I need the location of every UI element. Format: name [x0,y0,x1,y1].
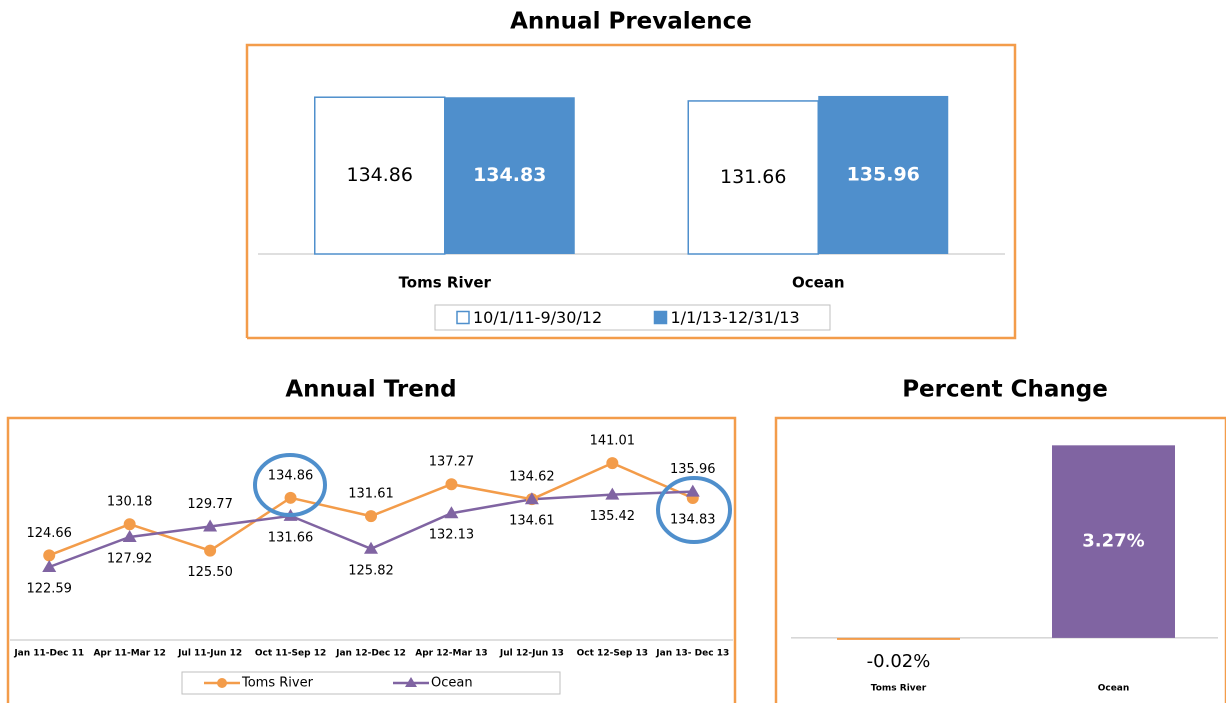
legend-label: 10/1/11-9/30/12 [473,308,602,327]
data-label: 134.61 [509,514,555,529]
marker [365,510,377,523]
x-tick-label: Jul 12-Jun 13 [499,649,564,659]
data-label: 134.86 [347,164,413,186]
marker [606,457,619,470]
bar [1052,445,1175,638]
marker [42,560,57,573]
data-label: 131.66 [268,530,314,545]
data-label: 131.61 [348,487,394,502]
data-label: 137.27 [429,455,475,470]
data-label: 131.66 [720,166,786,188]
legend-box [434,304,831,331]
highlight-ring [253,453,327,517]
data-label: 3.27% [1082,531,1144,552]
x-tick-label: Toms River [399,274,492,292]
marker [364,541,378,554]
bar [444,97,575,254]
x-tick-label: Toms River [871,684,927,694]
data-label: 134.83 [670,512,716,527]
x-tick-label: Apr 11-Mar 12 [93,649,165,659]
marker [444,506,459,519]
legend-marker [217,678,227,688]
data-label: -0.02% [867,651,931,672]
legend-box [181,671,561,695]
marker [122,529,137,542]
marker [685,484,700,497]
x-tick-label: Ocean [792,274,845,292]
marker [123,518,136,531]
marker [204,544,217,557]
data-label: 134.83 [473,164,546,186]
x-tick-label: Jan 11-Dec 11 [13,649,84,659]
marker [524,492,539,505]
data-label: 129.77 [187,497,233,512]
legend-marker [405,677,417,687]
data-label: 130.18 [107,495,153,510]
data-label: 132.13 [429,528,475,543]
data-label: 127.92 [107,551,153,566]
x-tick-label: Jul 11-Jun 12 [177,649,242,659]
x-tick-label: Jan 12-Dec 12 [335,649,406,659]
bar [314,96,446,255]
legend-label: Toms River [241,676,314,691]
highlight-ring [656,476,732,544]
legend-label: 1/1/13-12/31/13 [671,308,800,327]
marker [605,487,620,500]
data-label: 134.86 [268,468,314,483]
chart-frame [6,416,737,703]
x-tick-label: Ocean [1098,684,1130,694]
data-label: 122.59 [26,582,72,597]
data-label: 135.96 [670,462,716,477]
marker [43,549,56,562]
x-tick-label: Oct 11-Sep 12 [255,649,326,659]
x-tick-label: Jan 13- Dec 13 [655,649,729,659]
x-tick-label: Oct 12-Sep 13 [577,649,648,659]
data-label: 134.62 [509,470,555,485]
data-label: 135.96 [847,163,920,185]
chart-title: Percent Change [902,377,1108,403]
bar [687,100,819,255]
data-label: 135.42 [590,509,636,524]
legend-swatch [653,310,668,325]
x-tick-label: Apr 12-Mar 13 [415,649,487,659]
chart-title: Annual Trend [285,377,456,403]
bar [837,637,960,640]
data-label: 141.01 [590,434,636,449]
data-label: 125.82 [348,563,394,578]
bar [818,95,949,254]
chart-frame [245,43,1017,340]
marker [203,519,218,532]
legend-swatch [456,310,470,325]
chart-frame [774,416,1226,703]
legend-label: Ocean [431,676,473,691]
data-label: 124.66 [26,526,72,541]
marker [445,478,458,491]
marker [284,491,297,504]
data-label: 125.50 [187,565,233,580]
chart-title: Annual Prevalence [510,9,752,35]
